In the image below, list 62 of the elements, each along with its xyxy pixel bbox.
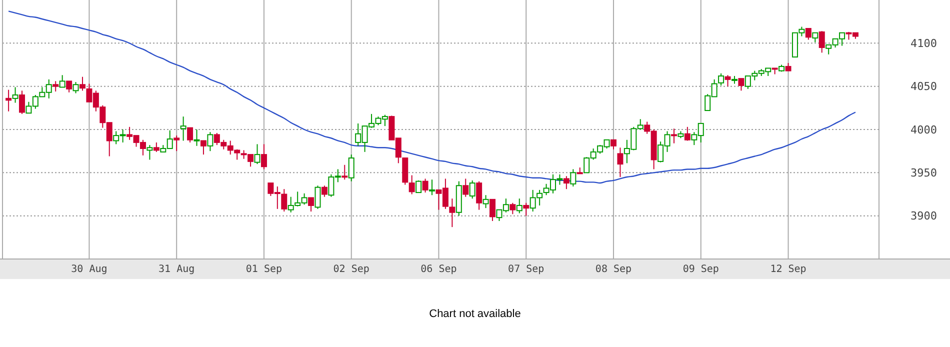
candlestick [174,135,180,152]
x-tick-label: 09 Sep [682,264,719,275]
candlestick [314,185,321,210]
x-tick-label: 07 Sep [508,264,544,275]
x-tick-label: 31 Aug [158,264,195,275]
y-tick-label: 4050 [910,80,937,94]
x-tick-label: 01 Sep [246,264,282,275]
candlestick [408,174,415,195]
candlestick [724,74,731,87]
candlestick [194,129,200,146]
candlestick [342,164,348,180]
candlestick [738,78,744,92]
candlestick [670,128,677,144]
candlestick [308,197,314,212]
candlestick [6,89,12,112]
y-tick-label: 3950 [910,166,937,180]
x-tick-label: 30 Aug [71,264,108,275]
candlestick [516,198,522,214]
candlestick [617,147,624,178]
candlestick [469,180,476,200]
candlestick [610,139,616,150]
candlestick [563,176,570,190]
x-tick-label: 06 Sep [420,264,457,275]
candlestick [348,154,354,182]
candlestick [321,185,328,198]
candlestick [254,144,260,165]
candlestick [818,30,825,54]
candlestick [684,126,690,142]
candlestick [490,198,496,222]
candlestick [72,82,79,94]
candlestick [416,180,422,194]
candlestick [79,76,86,92]
candlestick [207,132,214,152]
candlestick [429,179,436,196]
candlestick [153,142,160,152]
candlestick [187,127,194,143]
candlestick [200,140,206,156]
candlestick [180,116,186,142]
candlestick [260,144,267,170]
candlestick [66,80,72,93]
candlestick [476,180,482,210]
x-tick-label: 12 Sep [770,264,806,275]
x-tick-label: 08 Sep [595,264,632,275]
candlestick [570,168,576,187]
y-tick-label: 3900 [910,210,937,223]
y-tick-label: 4000 [910,123,937,136]
text: Chart not available [429,308,521,320]
candlestick [18,90,25,114]
candlestick [146,144,153,160]
candlestick [52,80,59,92]
x-tick-label: 02 Sep [333,264,370,275]
candlestick [462,178,469,198]
candlestick [281,188,288,212]
candlestick [510,202,516,215]
candlestick [59,74,66,88]
candlestick [523,202,530,216]
candlestick [805,28,812,40]
candlestick [422,178,428,194]
candlestick [12,86,18,104]
candlestick [482,194,489,209]
candlestick [812,32,818,43]
y-tick-label: 4100 [910,37,937,50]
